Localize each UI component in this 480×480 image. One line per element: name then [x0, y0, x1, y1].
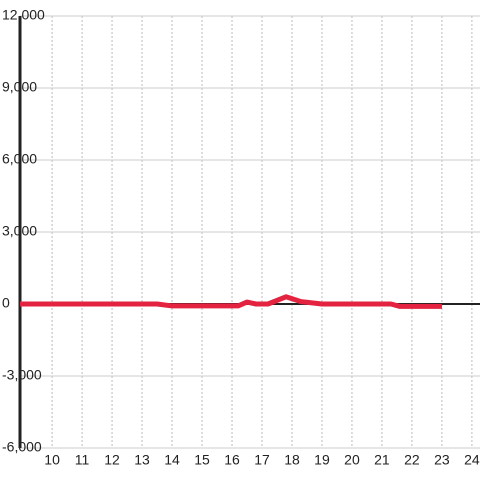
x-tick-label: 17	[254, 452, 270, 468]
x-tick-label: 18	[284, 452, 300, 468]
x-tick-label: 10	[44, 452, 60, 468]
y-tick-label: 0	[2, 295, 10, 311]
x-tick-label: 16	[224, 452, 240, 468]
y-tick-label: 12,000	[2, 7, 45, 23]
y-tick-label: -6,000	[2, 439, 42, 455]
x-tick-label: 15	[194, 452, 210, 468]
y-tick-label: -3,000	[2, 367, 42, 383]
x-tick-label: 21	[374, 452, 390, 468]
x-tick-label: 24	[464, 452, 480, 468]
x-tick-label: 13	[134, 452, 150, 468]
x-tick-label: 19	[314, 452, 330, 468]
x-tick-label: 12	[104, 452, 120, 468]
x-tick-label: 22	[404, 452, 420, 468]
x-tick-label: 11	[75, 452, 90, 468]
line	[20, 294, 442, 309]
x-tick-label: 20	[344, 452, 360, 468]
x-tick-label: 23	[434, 452, 450, 468]
x-tick-label: 14	[164, 452, 180, 468]
